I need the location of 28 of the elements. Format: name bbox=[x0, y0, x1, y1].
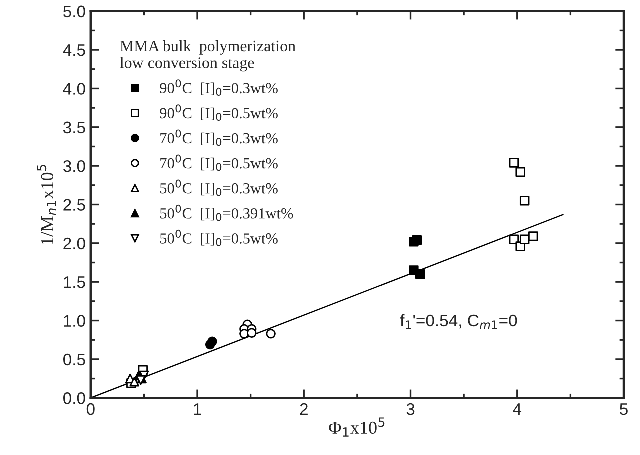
legend-label: 50$^{0}$C [I]$_{0}$=0.391wt% bbox=[160, 204, 294, 222]
y-tick-label: 0.5 bbox=[64, 354, 86, 366]
x-tick-label: 0 bbox=[86, 403, 95, 416]
y-tick-label: 3.5 bbox=[63, 122, 86, 134]
y-tick-label: 2.0 bbox=[64, 238, 86, 250]
y-axis-title: 1/M$_{n1}$x10$^{5}$ bbox=[37, 165, 56, 245]
x-axis-title: Φ$_{1}$x10$^{5}$ bbox=[329, 418, 385, 437]
y-tick-label: 0.0 bbox=[64, 392, 86, 404]
y-tick-label: 5.0 bbox=[64, 6, 86, 18]
x-tick-label: 5 bbox=[620, 404, 628, 416]
x-tick-label: 2 bbox=[300, 403, 308, 416]
legend-label: 50$^{0}$C [I]$_{0}$=0.5wt% bbox=[160, 230, 278, 246]
legend-label: 70$^{0}$C [I]$_{0}$=0.3wt% bbox=[160, 130, 278, 146]
x-tick-label: 3 bbox=[406, 403, 415, 416]
legend-label: 70$^{0}$C [I]$_{0}$=0.5wt% bbox=[160, 154, 278, 172]
y-tick-label: 2.5 bbox=[64, 199, 86, 211]
y-tick-label: 1.5 bbox=[64, 276, 86, 288]
annotation: f$_{1}$'=0.54, C$_{m1}$=0 bbox=[400, 314, 518, 330]
x-tick-label: 1 bbox=[194, 404, 202, 416]
legend-title: MMA bulk polymerization low conversion stage bbox=[120, 40, 296, 72]
legend-label: 50$^{0}$C [I]$_{0}$=0.3wt% bbox=[160, 180, 278, 196]
y-tick-label: 1.0 bbox=[64, 315, 86, 327]
y-tick-label: 4.0 bbox=[63, 83, 86, 95]
y-tick-label: 3.0 bbox=[63, 160, 86, 172]
y-tick-label: 4.5 bbox=[63, 44, 86, 56]
x-tick-label: 4 bbox=[513, 404, 522, 416]
legend-label: 90$^{0}$C [I]$_{0}$=0.5wt% bbox=[160, 104, 278, 122]
legend-label: 90$^{0}$C [I]$_{0}$=0.3wt% bbox=[160, 80, 278, 96]
